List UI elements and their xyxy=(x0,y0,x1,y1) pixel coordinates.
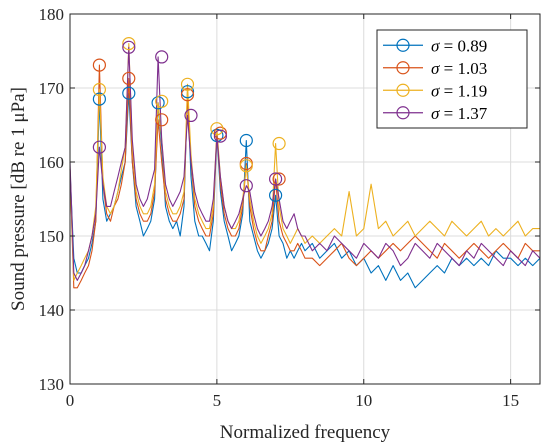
series-line-1 xyxy=(69,64,540,289)
y-tick-label: 150 xyxy=(39,227,65,246)
legend-swatch-marker xyxy=(396,61,410,75)
peak-marker xyxy=(239,159,253,173)
x-tick-label: 10 xyxy=(355,391,372,410)
peak-marker xyxy=(213,129,227,143)
peak-marker xyxy=(92,92,107,106)
peak-marker xyxy=(272,172,286,186)
y-tick-label: 140 xyxy=(39,301,65,320)
plot-frame xyxy=(69,13,541,385)
series-line-2 xyxy=(69,43,540,281)
series-line-3 xyxy=(69,46,541,281)
x-axis-ticks: 0 5 10 15 xyxy=(66,14,519,410)
peak-marker xyxy=(239,179,253,193)
peak-marker xyxy=(122,71,136,86)
legend-entry-label: σ = 1.37 xyxy=(431,104,488,123)
y-tick-label: 160 xyxy=(39,153,65,172)
peak-marker xyxy=(122,36,136,51)
peak-marker xyxy=(269,188,283,202)
y-tick-label: 170 xyxy=(39,79,65,98)
legend-box xyxy=(376,29,528,129)
legend-entry-label: σ = 1.03 xyxy=(431,59,487,78)
y-tick-label: 130 xyxy=(39,375,65,394)
legend-swatch-marker xyxy=(396,106,410,120)
y-tick-label: 180 xyxy=(39,5,65,24)
series-lines xyxy=(69,43,541,289)
peak-marker xyxy=(239,133,253,148)
peak-marker xyxy=(92,58,107,72)
y-axis-label: Sound pressure [dB re 1 μPa] xyxy=(8,87,29,311)
series-line-0 xyxy=(69,91,541,289)
peak-marker xyxy=(92,82,107,97)
peak-marker xyxy=(272,136,286,151)
legend: σ = 0.89 σ = 1.03 σ = 1.19 σ = 1.37 xyxy=(376,29,528,129)
x-tick-label: 0 xyxy=(66,391,75,410)
peak-marker xyxy=(213,126,227,140)
series-markers xyxy=(92,36,286,202)
peak-marker xyxy=(155,50,169,64)
peak-marker xyxy=(269,172,283,186)
legend-swatch-marker xyxy=(396,38,410,52)
peak-marker xyxy=(180,88,195,102)
x-tick-label: 5 xyxy=(213,391,222,410)
peak-marker xyxy=(122,40,136,54)
legend-entry-label: σ = 0.89 xyxy=(431,36,487,55)
legend-swatch-marker xyxy=(396,83,410,97)
peak-marker xyxy=(180,77,195,91)
legend-entry-label: σ = 1.19 xyxy=(431,81,487,100)
x-tick-label: 15 xyxy=(502,391,519,410)
peak-marker xyxy=(92,140,107,154)
peak-marker xyxy=(155,113,169,127)
peak-marker xyxy=(210,122,224,136)
peak-marker xyxy=(184,108,198,123)
peak-marker xyxy=(155,94,169,108)
y-axis-ticks: 130 140 150 160 170 180 xyxy=(39,5,540,394)
x-axis-label: Normalized frequency xyxy=(220,422,391,443)
peak-marker xyxy=(180,85,195,99)
peak-marker xyxy=(122,86,136,100)
